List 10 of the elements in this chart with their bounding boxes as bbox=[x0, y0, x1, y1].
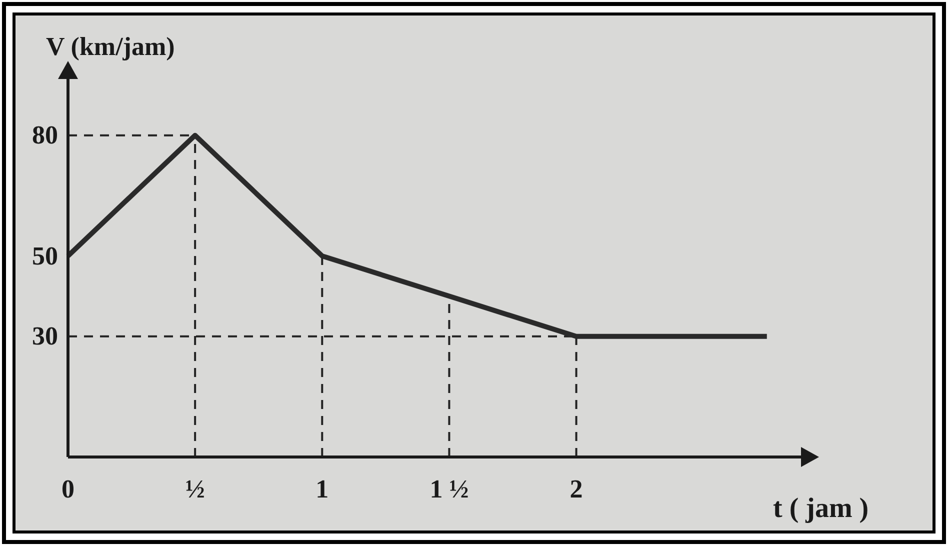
x-tick-label: 1 ½ bbox=[430, 474, 469, 504]
x-axis-title: t ( jam ) bbox=[773, 493, 869, 524]
y-tick-label: 50 bbox=[32, 241, 58, 270]
y-axis-title: V (km/jam) bbox=[46, 32, 175, 61]
x-tick-label: 0 bbox=[62, 474, 74, 504]
x-tick-label: ½ bbox=[185, 474, 205, 504]
x-tick-label: 1 bbox=[316, 474, 329, 504]
y-tick-label: 30 bbox=[32, 322, 58, 351]
y-tick-label: 80 bbox=[32, 120, 58, 150]
x-tick-label: 2 bbox=[570, 474, 583, 504]
